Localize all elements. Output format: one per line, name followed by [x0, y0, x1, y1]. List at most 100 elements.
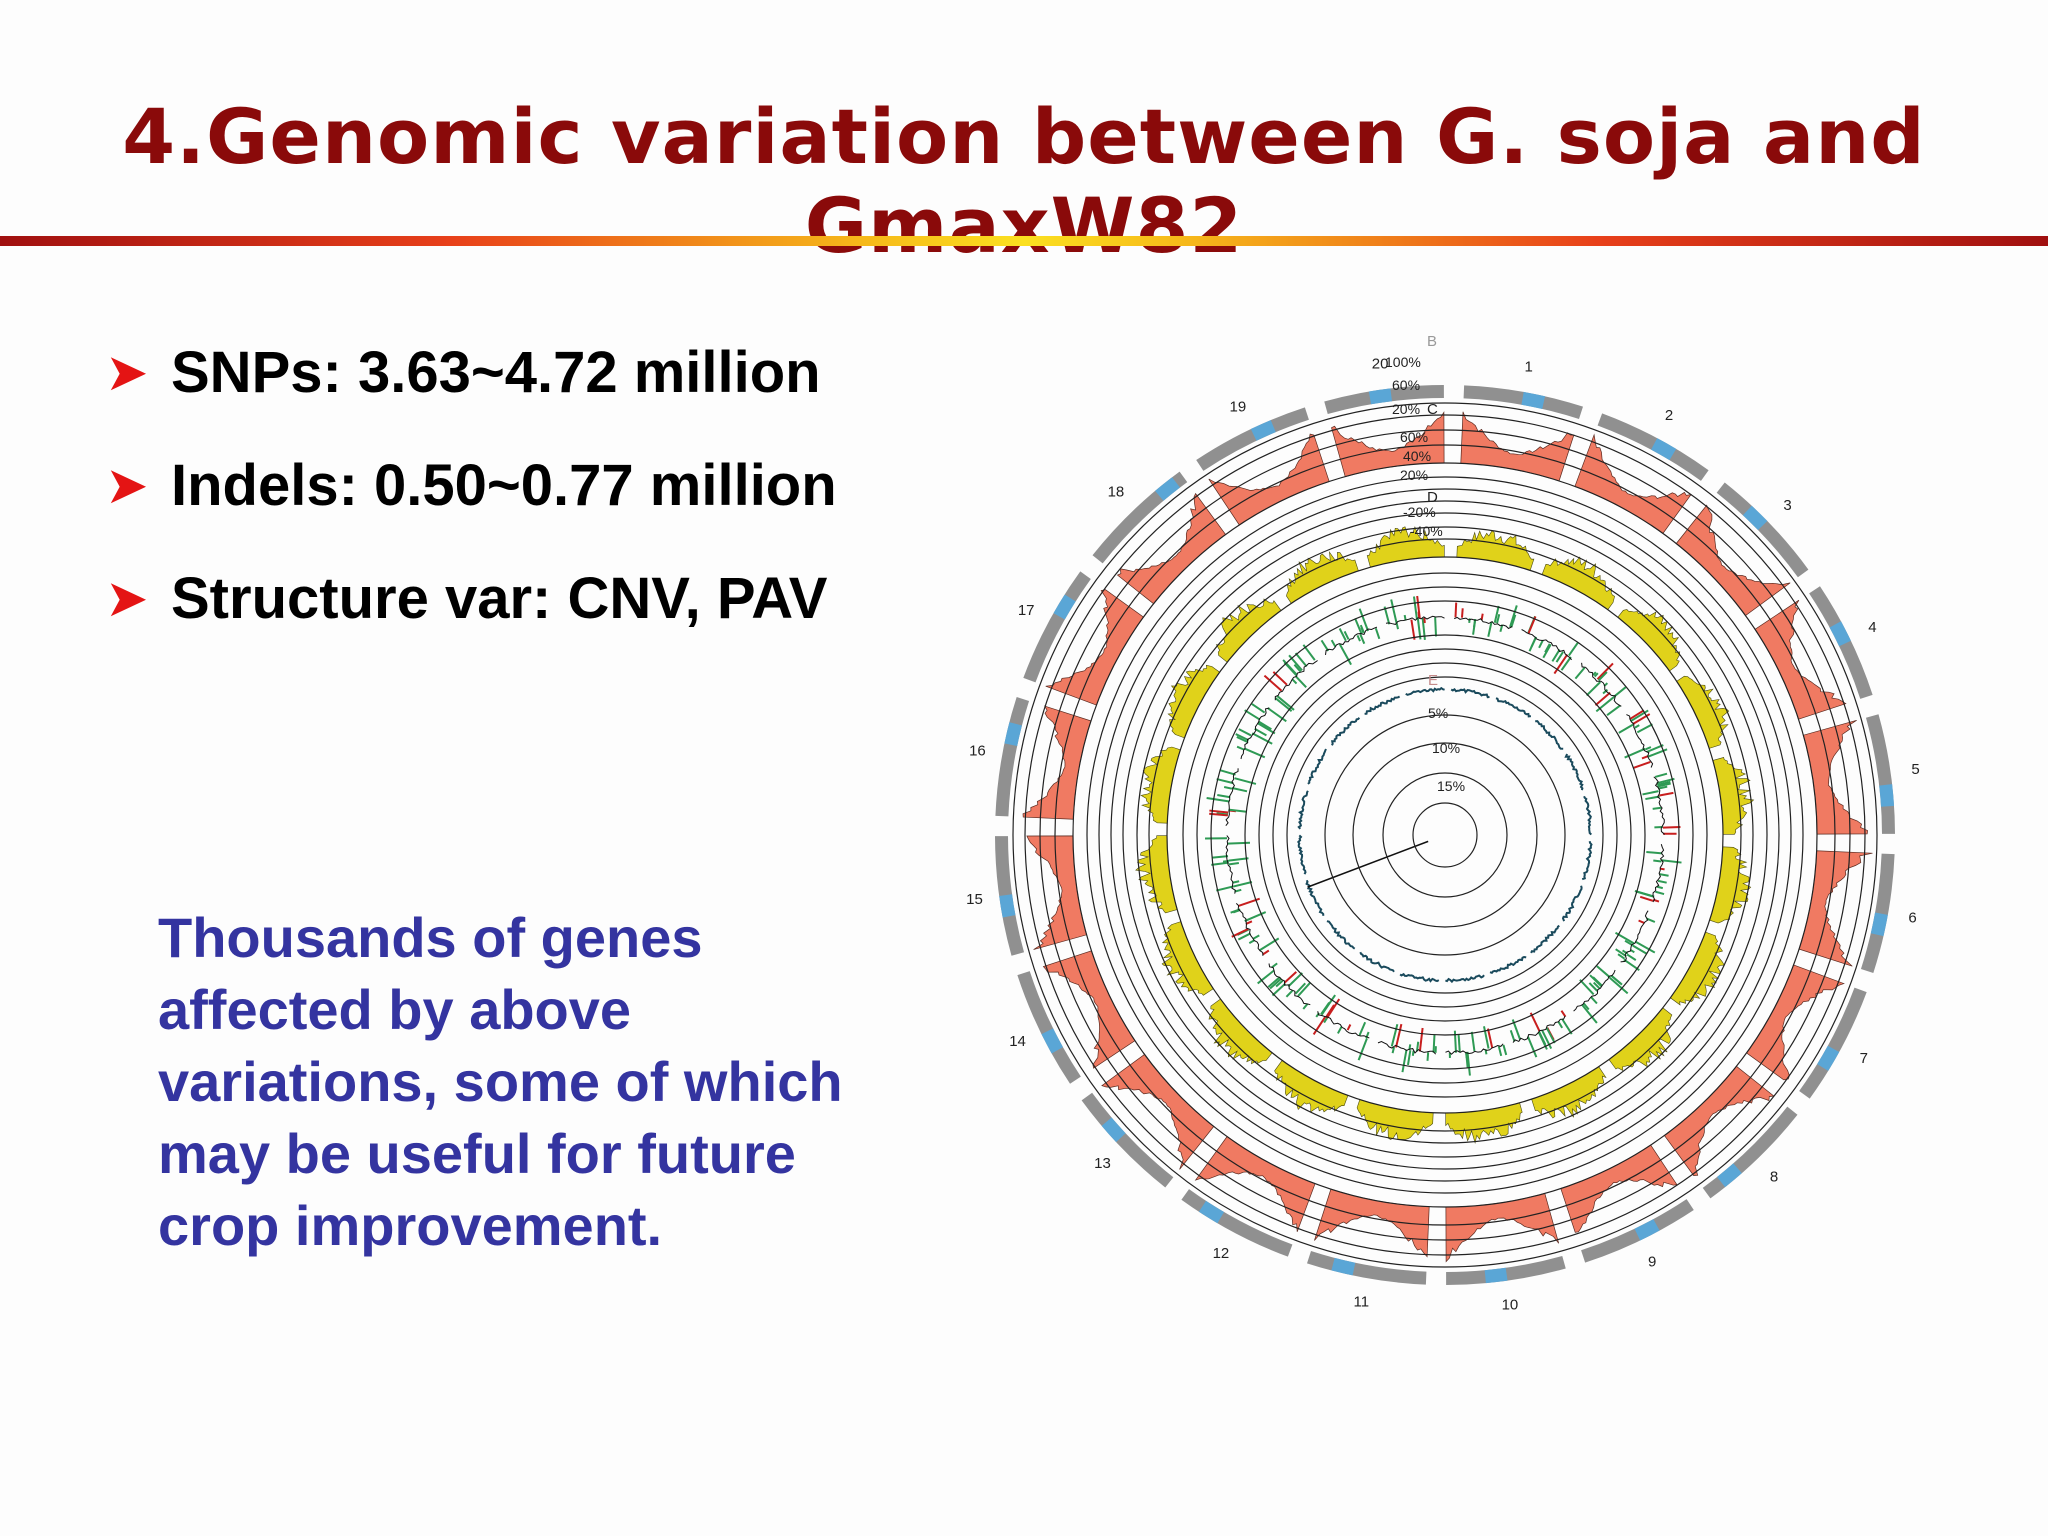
chromosome-20-band [1368, 388, 1392, 405]
track-d-bar [1206, 796, 1230, 803]
track-d-bar [1457, 1033, 1461, 1053]
track-b-histogram [1663, 1065, 1775, 1176]
track-c-tick: 60% [1400, 429, 1428, 445]
track-d-bar [1262, 949, 1270, 956]
bullet-text: Structure var: CNV, PAV [171, 566, 828, 631]
track-d-line [1268, 963, 1311, 1006]
track-c-tick: 40% [1403, 448, 1431, 464]
track-d-line [1377, 1040, 1437, 1055]
track-d-bar [1294, 982, 1306, 995]
track-d-bar [1320, 639, 1330, 652]
track-d-bar [1595, 696, 1615, 713]
track-d-bar [1383, 606, 1391, 625]
track-d-bar [1271, 962, 1278, 969]
track-d-bar [1454, 602, 1458, 618]
bullet-indels: ➤ Indels: 0.50~0.77 million [105, 451, 837, 564]
track-d-bar [1269, 978, 1282, 990]
chromosome-3-ideogram [1716, 482, 1809, 578]
track-d-bar [1622, 949, 1629, 955]
track-d-bar [1453, 1030, 1457, 1053]
track-d-line [1325, 626, 1378, 655]
track-d-bar [1325, 1004, 1335, 1019]
track-d-bar [1582, 1002, 1590, 1011]
track-d-tick: -20% [1403, 504, 1436, 520]
reference-circle [1210, 600, 1680, 1070]
chromosome-4-band [1829, 621, 1851, 647]
chromosome-17-ideogram [1023, 571, 1091, 683]
track-c-ring [1135, 526, 1755, 1144]
track-d-bar [1354, 617, 1363, 635]
reference-circle [1382, 772, 1508, 898]
track-d-bar [1588, 982, 1598, 992]
track-d-bar [1212, 855, 1229, 859]
track-d-bar [1594, 691, 1611, 707]
track-d-bar [1654, 772, 1668, 778]
reference-circle [1272, 662, 1618, 1008]
track-d-bar [1219, 769, 1236, 776]
chromosome-9-band [1634, 1219, 1660, 1241]
track-d-bar [1294, 675, 1307, 689]
track-d-bar [1635, 890, 1655, 898]
track-d-bar [1662, 826, 1681, 829]
track-d-bar [1416, 618, 1422, 640]
track-d-bar [1338, 628, 1347, 642]
track-d-bar [1294, 652, 1308, 668]
track-d-bar [1659, 791, 1674, 797]
reference-circle [1012, 402, 1878, 1268]
track-d-bar [1223, 786, 1233, 790]
track-d-line [1225, 835, 1236, 894]
track-d-bar [1337, 1026, 1343, 1034]
track-d-line [1274, 660, 1318, 701]
circos-plot: 1234567891011121314151617181920ABDE100%6… [966, 333, 1920, 1314]
summary-text: Thousands of genes affected by above var… [158, 906, 843, 1257]
track-d-bar [1645, 746, 1652, 751]
track-d-bar [1245, 920, 1253, 925]
track-e-line [1326, 920, 1356, 950]
track-d-bar [1359, 624, 1365, 634]
track-d-line [1573, 969, 1616, 1012]
track-d-bar [1228, 808, 1247, 813]
track-e-line [1307, 748, 1327, 785]
track-d-bar [1232, 881, 1253, 888]
track-d-bar [1228, 862, 1239, 866]
track-d-tick: -40% [1410, 523, 1443, 539]
track-d-bar [1418, 1027, 1424, 1052]
track-d-bar [1395, 622, 1400, 630]
track-e-line [1297, 834, 1307, 875]
track-d-bar [1267, 707, 1287, 723]
track-d-bar [1618, 723, 1634, 734]
track-d-bar [1251, 703, 1266, 714]
circos-labels: 1234567891011121314151617181920ABDE100%6… [966, 333, 1920, 1314]
track-e-spike [1307, 840, 1429, 888]
chromosome-12-band [1198, 1200, 1225, 1224]
chromosome-17-band [1053, 594, 1076, 620]
track-d-bar [1606, 704, 1621, 716]
track-d-bar [1639, 895, 1654, 902]
chromosome-label: 8 [1770, 1168, 1778, 1185]
track-d-bar [1655, 890, 1665, 896]
track-d-bar [1460, 608, 1464, 618]
track-d-line [1317, 1011, 1370, 1039]
track-d-bar [1287, 972, 1303, 988]
track-d-bar [1497, 1046, 1503, 1057]
track-d-bar [1613, 686, 1627, 698]
track-label-b: B [1427, 333, 1437, 350]
track-d-bar [1390, 1023, 1399, 1047]
track-e-line [1330, 717, 1361, 746]
track-d-bar [1592, 981, 1601, 990]
track-c-histogram [1541, 556, 1615, 611]
track-d-bar [1657, 879, 1667, 884]
track-d-bar [1646, 744, 1664, 753]
track-d-bar [1541, 1029, 1553, 1049]
track-d-bar [1235, 733, 1250, 742]
reference-circle [1352, 742, 1538, 928]
reference-circle [1072, 462, 1818, 1208]
reference-circle [1122, 512, 1768, 1158]
chromosome-label: 11 [1354, 1294, 1370, 1311]
track-d-bar [1411, 1050, 1415, 1056]
chromosome-label: 19 [1230, 399, 1247, 416]
track-d-line [1512, 1015, 1566, 1043]
track-d-bar [1617, 953, 1626, 960]
chromosome-10-band [1484, 1267, 1508, 1284]
track-d-bar [1217, 793, 1231, 799]
